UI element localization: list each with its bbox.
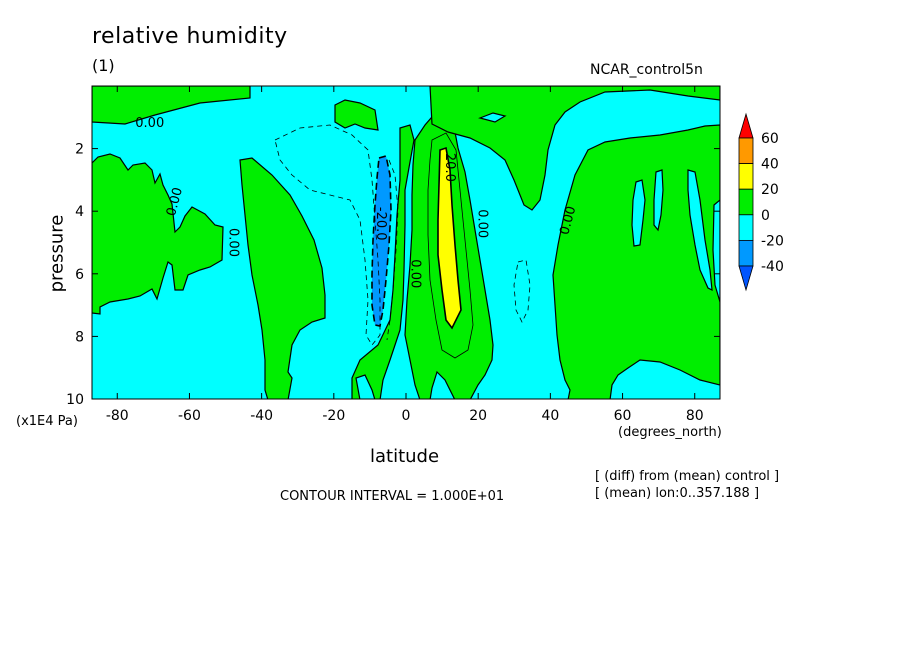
- chart-subtitle: (1): [92, 56, 115, 75]
- contour-plus10-outline: [427, 132, 474, 359]
- contour-minus10-outline: [274, 124, 381, 346]
- region-cyan-hole-3: [687, 169, 713, 292]
- diff-note: [ (diff) from (mean) control ]: [595, 469, 780, 484]
- region-cyan-hole-1: [631, 179, 646, 247]
- region-right-green: [552, 124, 720, 399]
- x-tick-label: -40: [250, 408, 273, 424]
- colorbar-label: -20: [761, 233, 784, 249]
- colorbar-swatch: [738, 188, 754, 216]
- y-tick-label: 6: [75, 267, 84, 283]
- contour-label: 0.00: [164, 186, 186, 218]
- x-tick-label: -20: [322, 408, 345, 424]
- colorbar-triangle-top: [738, 112, 754, 139]
- mean-note: [ (mean) lon:0..357.188 ]: [595, 486, 760, 501]
- x-tick-label: 80: [686, 408, 704, 424]
- region-left-mid-green: [239, 157, 326, 399]
- y-tick-label: 4: [75, 204, 84, 220]
- region-left-green: [92, 153, 224, 315]
- contour-interval-note: CONTOUR INTERVAL = 1.000E+01: [280, 489, 505, 504]
- colorbar-label: -40: [761, 259, 784, 275]
- colorbar-triangle-bottom: [738, 265, 754, 292]
- colorbar-swatch: [738, 239, 754, 267]
- y-tick-label: 10: [66, 392, 84, 408]
- contour-field: [92, 86, 720, 399]
- region-cyan-hole-4: [712, 199, 720, 303]
- contour-label: 0.00: [557, 205, 579, 237]
- region-mid-green-top: [334, 99, 379, 131]
- colorbar-label: 60: [761, 131, 779, 147]
- colorbar-label: 20: [761, 182, 779, 198]
- colorbar-label: 40: [761, 157, 779, 173]
- y-tick-label: 8: [75, 329, 84, 345]
- x-tick-label: 20: [469, 408, 487, 424]
- x-tick-label: -80: [106, 408, 129, 424]
- contour-label: 20.0: [442, 153, 457, 182]
- colorbar-swatch: [738, 163, 754, 190]
- contour-labels: 0.00 0.00 0.00 -20.0 0.00 20.0 0.00 0.00: [135, 116, 579, 288]
- x-axis-unit: (degrees_north): [618, 425, 722, 440]
- contour-label: -20.0: [373, 207, 388, 241]
- x-tick-label: 0: [402, 408, 411, 424]
- colorbar-swatch: [738, 137, 754, 165]
- contour-label: 0.00: [408, 259, 423, 288]
- colorbar-swatch: [738, 214, 754, 241]
- y-tick-label: 2: [75, 142, 84, 158]
- region-cyan-hole-2: [653, 169, 664, 232]
- y-axis: 2 4 6 8 10: [66, 142, 720, 408]
- contour-label: 0.00: [135, 116, 164, 131]
- run-name: NCAR_control5n: [590, 62, 703, 78]
- y-axis-unit: (x1E4 Pa): [16, 414, 78, 429]
- x-tick-label: 40: [541, 408, 559, 424]
- chart-title: relative humidity: [92, 24, 288, 49]
- x-tick-label: 60: [614, 408, 632, 424]
- x-axis-label: latitude: [370, 446, 440, 467]
- region-yellow-plus20: [437, 146, 462, 330]
- contour-minus10-outline-2: [513, 259, 531, 323]
- contour-label: 0.00: [474, 209, 489, 238]
- contour-minus10-outline-3: [386, 159, 399, 341]
- colorbar-label: 0: [761, 208, 770, 224]
- region-cyan-hole-5: [478, 112, 507, 123]
- colorbar-legend: 60 40 20 0 -20 -40: [738, 112, 784, 292]
- x-axis: -80 -60 -40 -20 0 20 40 60 80: [106, 86, 704, 424]
- region-top-left-green: [92, 86, 251, 125]
- x-tick-label: -60: [178, 408, 201, 424]
- contour-label: 0.00: [225, 228, 240, 257]
